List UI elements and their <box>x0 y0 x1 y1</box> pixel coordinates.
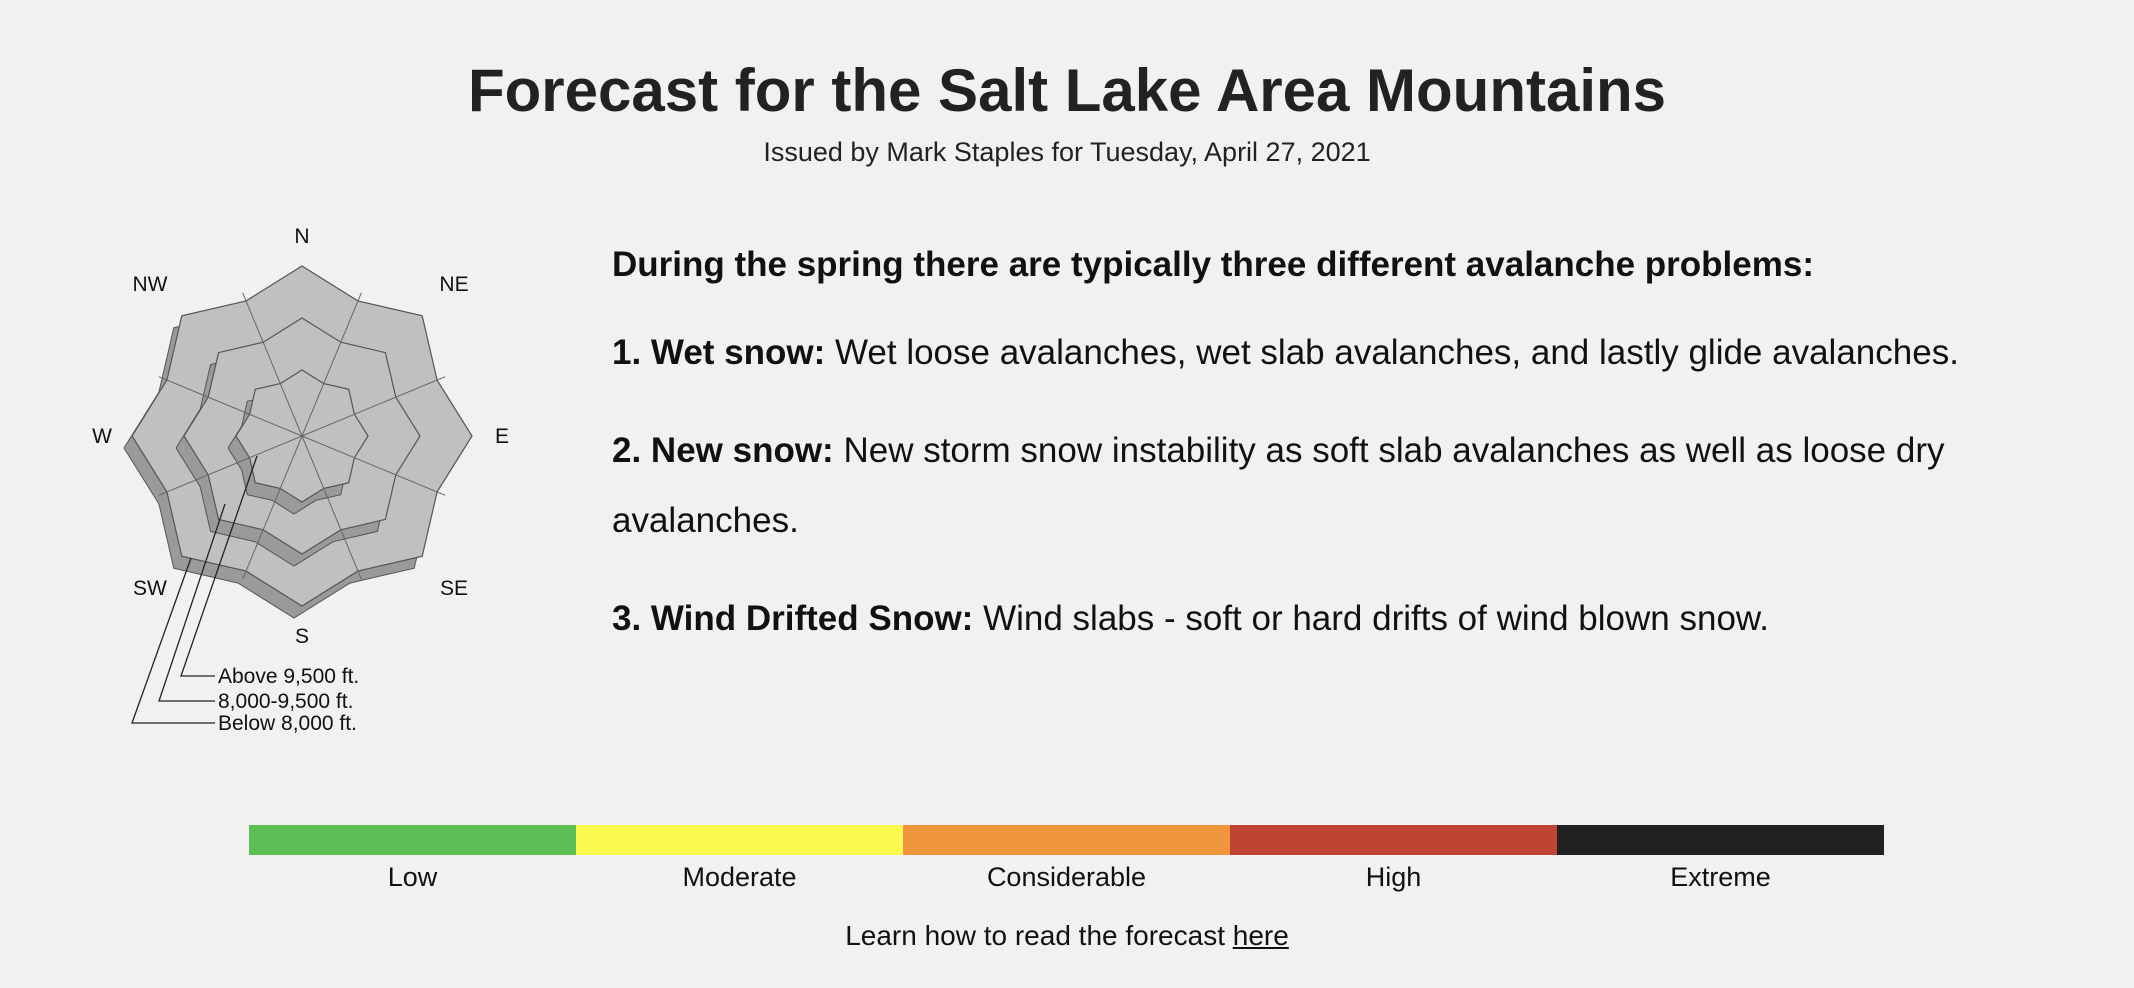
problem-text: Wet loose avalanches, wet slab avalanche… <box>835 333 1959 372</box>
footer-link[interactable]: here <box>1232 920 1289 951</box>
danger-level <box>249 825 576 855</box>
rose-spoke <box>158 376 303 437</box>
danger-level <box>903 825 1230 855</box>
elevation-leader <box>180 455 258 677</box>
direction-label: SE <box>440 577 468 600</box>
direction-label: E <box>495 425 509 448</box>
rose-spoke <box>242 292 303 437</box>
problem: 1. Wet snow: Wet loose avalanches, wet s… <box>612 318 2052 388</box>
danger-label: Extreme <box>1670 862 1771 892</box>
direction-label: NE <box>439 273 468 296</box>
rose-spoke <box>301 292 362 437</box>
rose-spoke <box>301 435 362 580</box>
problems: During the spring there are typically th… <box>612 240 2052 682</box>
danger-label: High <box>1366 862 1422 892</box>
danger-label: Moderate <box>682 862 796 892</box>
elevation-leader <box>131 557 215 724</box>
problem: 2. New snow: New storm snow instability … <box>612 416 2052 556</box>
danger-label: Considerable <box>987 862 1146 892</box>
elevation-label: 8,000-9,500 ft. <box>218 690 353 713</box>
rose-spoke <box>301 435 446 496</box>
elevation-leader <box>158 503 226 702</box>
danger-scale: Low Moderate Considerable High Extreme <box>249 825 1884 892</box>
title: Forecast for the Salt Lake Area Mountain… <box>467 57 1667 124</box>
subtitle: Issued by Mark Staples for Tuesday, Apri… <box>763 137 1371 167</box>
danger-level <box>1557 825 1884 855</box>
rose-spoke <box>158 435 303 496</box>
problem-text: New storm snow instability as soft slab … <box>612 431 1945 540</box>
rose-spoke <box>301 376 446 437</box>
problem-label: 2. New snow: <box>612 431 834 470</box>
danger-level <box>1230 825 1557 855</box>
direction-label: S <box>295 625 309 648</box>
direction-label: N <box>294 225 309 248</box>
elevation-label: Below 8,000 ft. <box>218 712 357 735</box>
direction-label: SW <box>133 577 167 600</box>
problem: 3. Wind Drifted Snow: Wind slabs - soft … <box>612 584 2052 654</box>
elevation-label: Above 9,500 ft. <box>218 665 359 688</box>
problem-text: Wind slabs - soft or hard drifts of wind… <box>983 599 1769 638</box>
danger-level <box>576 825 903 855</box>
avalanche-rose: N NE E SE S SW W NW Above 9,500 ft.8,000-9,500 f… <box>92 225 509 735</box>
problem-label: 1. Wet snow: <box>612 333 826 372</box>
footer-text: Learn how to read the forecast <box>845 920 1225 951</box>
footer: Learn how to read the forecast here <box>0 920 2134 952</box>
problem-label: 3. Wind Drifted Snow: <box>612 599 974 638</box>
danger-label: Low <box>388 862 438 892</box>
direction-label: W <box>92 425 112 448</box>
rose-spoke <box>242 435 303 580</box>
direction-label: NW <box>132 273 167 296</box>
problems-heading: During the spring there are typically th… <box>612 245 1814 284</box>
